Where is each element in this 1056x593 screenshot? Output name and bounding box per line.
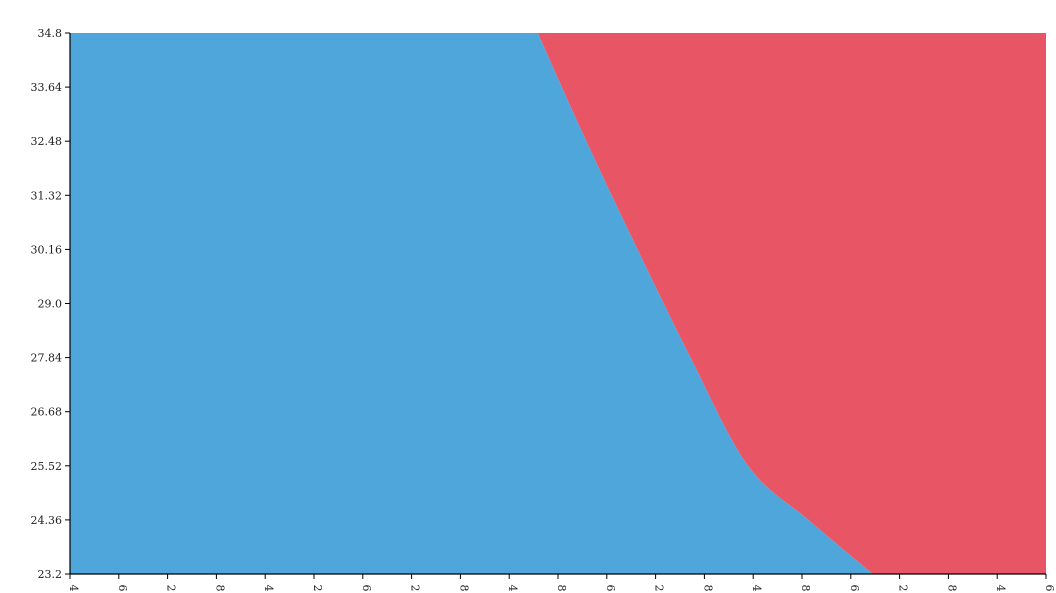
x-tick-label: 6 — [116, 585, 129, 592]
x-tick-label: 6 — [848, 585, 861, 592]
region-left-area — [70, 33, 873, 574]
y-tick-label: 30.16 — [31, 243, 63, 256]
x-tick-label: 2 — [165, 585, 178, 592]
x-tick-label: 8 — [701, 585, 714, 592]
region-right-area — [537, 33, 1046, 574]
x-tick-label: 2 — [653, 585, 666, 592]
y-tick-label: 34.8 — [38, 27, 63, 40]
x-tick-label: 4 — [67, 585, 80, 592]
x-tick-label: 2 — [897, 585, 910, 592]
y-tick-label: 26.68 — [31, 406, 63, 419]
x-tick-label: 4 — [994, 585, 1007, 592]
x-tick-label: 6 — [360, 585, 373, 592]
x-tick-label: 4 — [262, 585, 275, 592]
y-tick-label: 31.32 — [31, 189, 63, 202]
y-tick-label: 29.0 — [38, 298, 63, 311]
y-tick-label: 23.2 — [38, 568, 63, 581]
x-tick-label: 8 — [457, 585, 470, 592]
y-axis: 23.2 24.36 25.52 26.68 27.84 29.0 30.16 31.32 32… — [31, 27, 71, 581]
y-tick-label: 27.84 — [31, 352, 63, 365]
x-tick-label: 4 — [506, 585, 519, 592]
y-tick-label: 25.52 — [31, 460, 63, 473]
x-tick-label: 8 — [555, 585, 568, 592]
y-tick-label: 24.36 — [31, 514, 63, 527]
x-tick-label: 6 — [604, 585, 617, 592]
x-tick-label: 6 — [1043, 585, 1056, 592]
x-tick-label: 4 — [750, 585, 763, 592]
x-tick-label: 2 — [311, 585, 324, 592]
y-tick-label: 33.64 — [31, 81, 63, 94]
regions-layer — [70, 33, 1046, 574]
x-tick-label: 2 — [409, 585, 422, 592]
x-tick-label: 8 — [945, 585, 958, 592]
x-tick-label: 8 — [799, 585, 812, 592]
y-tick-label: 32.48 — [31, 135, 63, 148]
x-tick-label: 8 — [213, 585, 226, 592]
x-axis: 4 6 2 8 4 2 6 2 8 4 8 6 2 8 4 8 6 2 8 4 6 — [67, 573, 1056, 592]
